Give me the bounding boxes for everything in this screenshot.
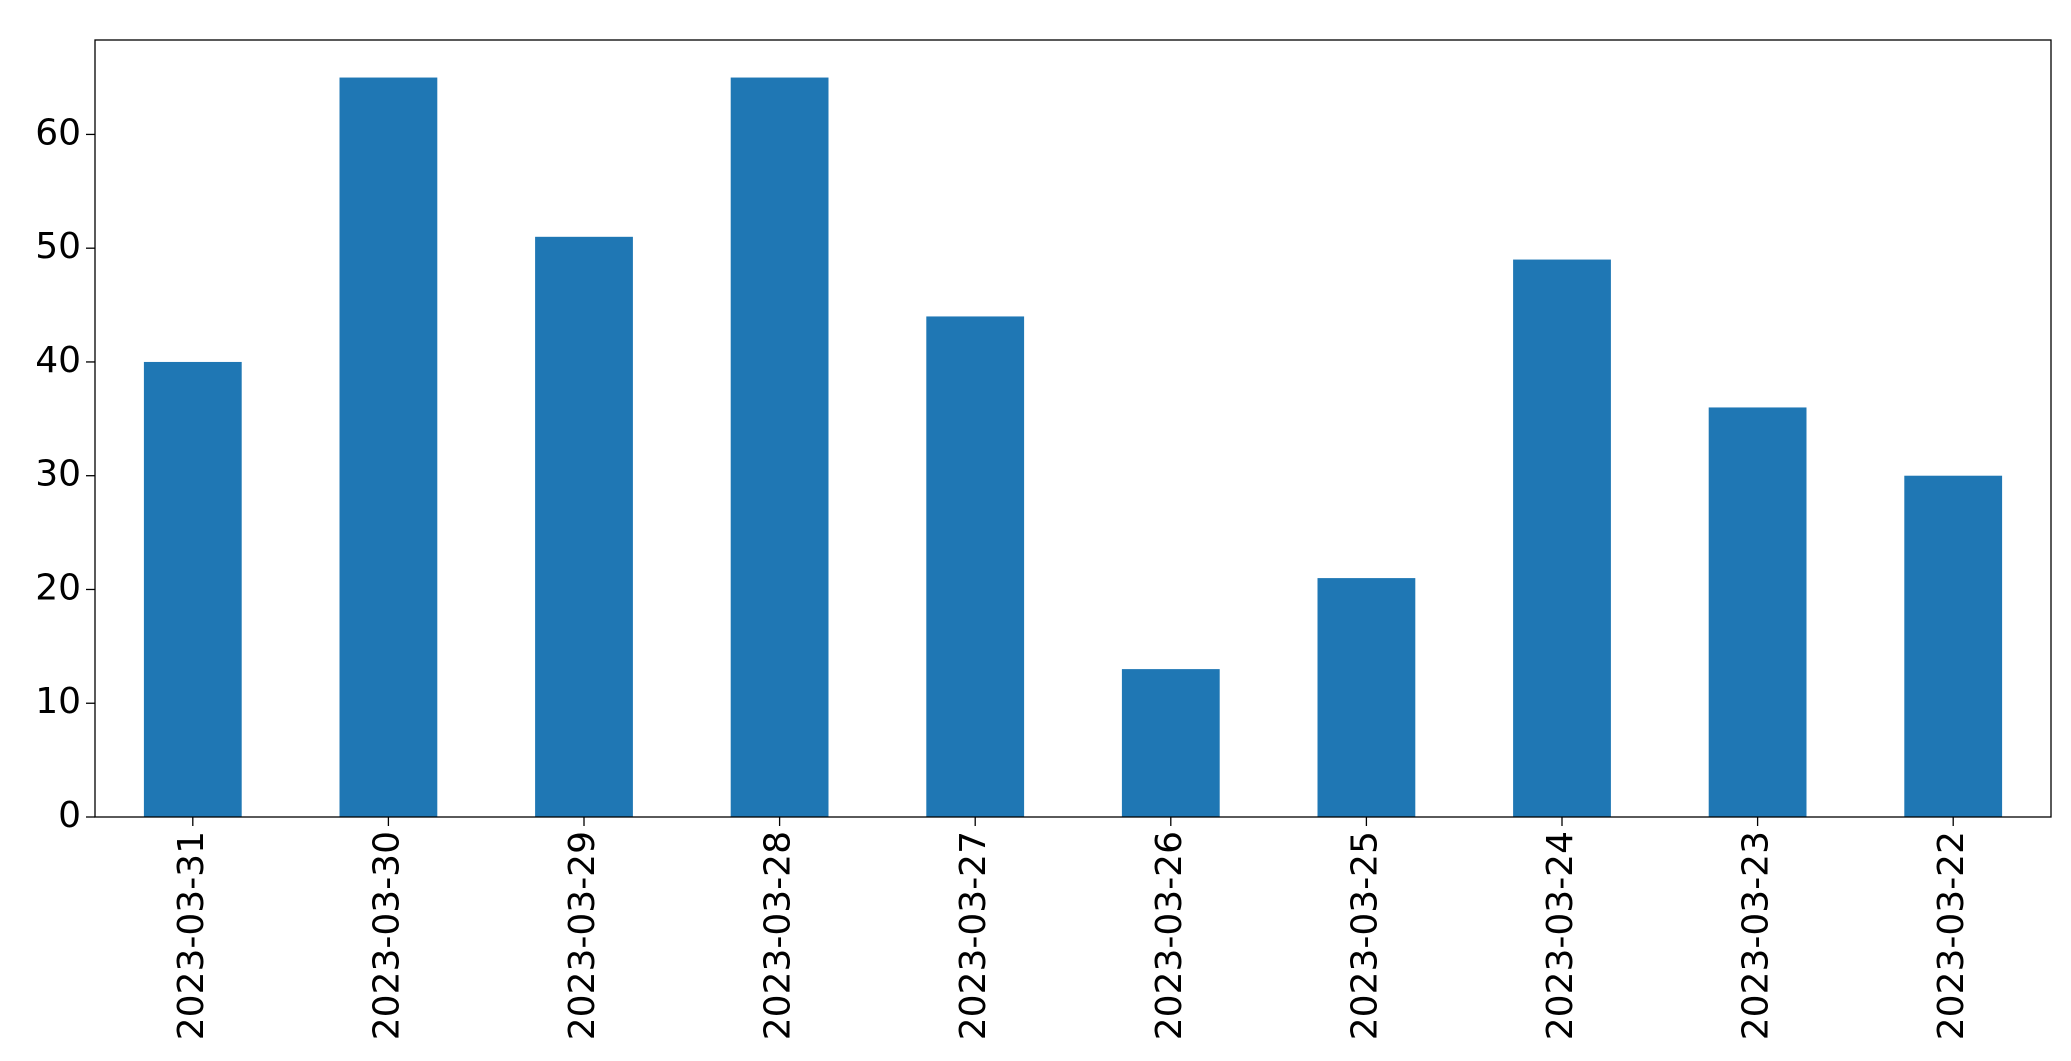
bar — [1317, 578, 1416, 817]
plot-frame — [94, 39, 2052, 818]
y-tick-label: 20 — [35, 567, 81, 608]
bar — [339, 77, 438, 817]
x-tick-label: 2023-03-26 — [1149, 831, 1190, 1040]
y-tick-label: 0 — [58, 795, 81, 836]
bar — [143, 361, 242, 817]
y-tick-label: 60 — [35, 112, 81, 153]
x-tick-label: 2023-03-30 — [366, 831, 407, 1040]
bar — [1513, 259, 1611, 817]
bar — [1121, 669, 1220, 817]
x-tick-label: 2023-03-28 — [758, 831, 799, 1040]
y-tick-label: 50 — [35, 226, 81, 267]
x-tick-label: 2023-03-25 — [1344, 831, 1385, 1040]
x-tick-label: 2023-03-31 — [171, 831, 212, 1040]
y-tick-label: 40 — [35, 340, 81, 381]
bar — [926, 316, 1025, 817]
bar — [535, 236, 633, 817]
bar — [1904, 475, 2003, 817]
x-tick-label: 2023-03-27 — [953, 831, 994, 1040]
bar — [1708, 407, 1807, 817]
x-tick-label: 2023-03-29 — [562, 831, 603, 1040]
y-tick-label: 10 — [35, 681, 81, 722]
x-tick-label: 2023-03-22 — [1931, 831, 1972, 1040]
x-tick-label: 2023-03-24 — [1540, 831, 1581, 1040]
x-tick-label: 2023-03-23 — [1736, 831, 1777, 1040]
bar — [730, 77, 829, 817]
y-tick-label: 30 — [35, 454, 81, 495]
